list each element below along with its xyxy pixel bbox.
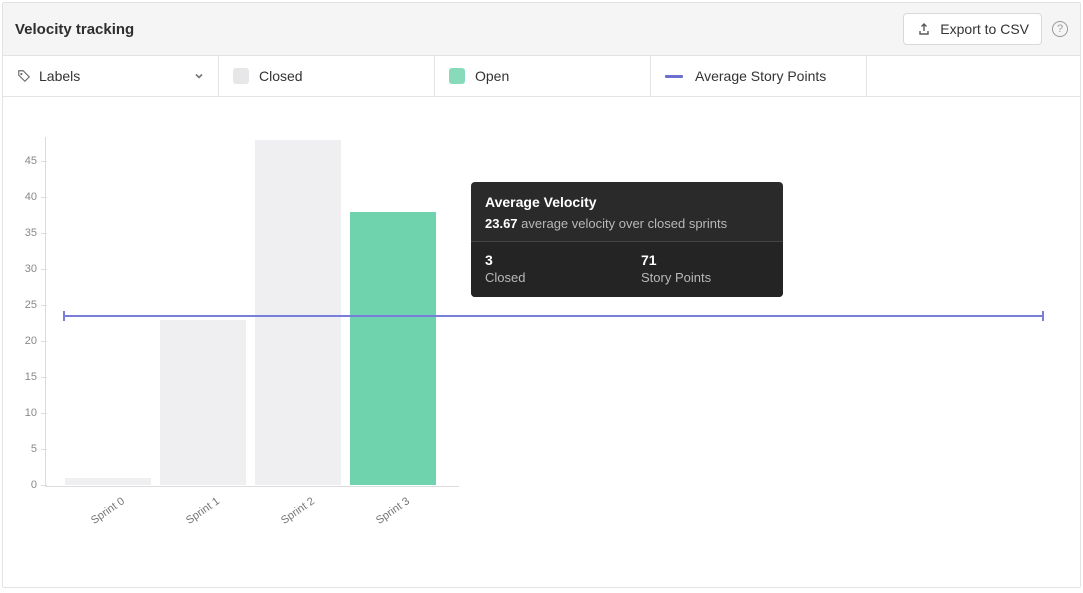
legend-open-label: Open — [475, 68, 509, 84]
y-tick-label: 35 — [25, 227, 37, 239]
y-axis — [45, 137, 46, 485]
header-actions: Export to CSV ? — [903, 13, 1068, 45]
export-csv-button[interactable]: Export to CSV — [903, 13, 1042, 45]
tag-icon — [17, 69, 31, 83]
y-tick-label: 0 — [31, 479, 37, 491]
panel-header: Velocity tracking Export to CSV ? — [3, 3, 1080, 56]
tooltip-right-value: 71 — [641, 252, 769, 268]
tooltip-title: Average Velocity — [485, 194, 769, 210]
y-tick-mark — [41, 377, 47, 378]
chart-area: 0 5 10 15 20 25 30 35 40 45 Sprint 0 Sprint 1 Sprin… — [3, 97, 1080, 587]
y-tick-label: 5 — [31, 443, 37, 455]
labels-filter-label: Labels — [39, 68, 80, 84]
avg-line-cap-left — [63, 311, 65, 321]
tooltip-value: 23.67 — [485, 216, 518, 231]
x-tick-label: Sprint 1 — [184, 495, 222, 527]
y-tick-label: 40 — [25, 191, 37, 203]
y-tick-label: 25 — [25, 299, 37, 311]
bar-closed[interactable] — [65, 478, 151, 485]
y-tick-label: 30 — [25, 263, 37, 275]
chevron-down-icon — [194, 71, 204, 81]
y-tick-mark — [41, 485, 47, 486]
y-tick-mark — [41, 413, 47, 414]
legend-closed-label: Closed — [259, 68, 303, 84]
tooltip-left-label: Closed — [485, 270, 613, 285]
y-tick-mark — [41, 269, 47, 270]
y-tick-label: 15 — [25, 371, 37, 383]
y-tick-mark — [41, 197, 47, 198]
velocity-panel: Velocity tracking Export to CSV ? Labels — [2, 2, 1081, 588]
tooltip-left-value: 3 — [485, 252, 613, 268]
bar-closed[interactable] — [255, 140, 341, 485]
average-line — [63, 315, 1044, 317]
legend-avg-label: Average Story Points — [695, 68, 826, 84]
x-tick-label: Sprint 0 — [89, 495, 127, 527]
legend-avg: Average Story Points — [651, 56, 867, 96]
filter-spacer — [867, 56, 1080, 96]
legend-swatch-closed — [233, 68, 249, 84]
legend-line-avg — [665, 75, 683, 78]
legend-closed: Closed — [219, 56, 435, 96]
y-tick-label: 20 — [25, 335, 37, 347]
x-axis — [45, 486, 459, 487]
y-tick-mark — [41, 449, 47, 450]
x-tick-label: Sprint 2 — [279, 495, 317, 527]
y-tick-mark — [41, 161, 47, 162]
tooltip-right-label: Story Points — [641, 270, 769, 285]
filter-bar: Labels Closed Open Average Story Points — [3, 56, 1080, 97]
y-tick-mark — [41, 305, 47, 306]
x-tick-label: Sprint 3 — [374, 495, 412, 527]
velocity-tooltip: Average Velocity 23.67 average velocity … — [471, 182, 783, 297]
help-icon[interactable]: ? — [1052, 21, 1068, 37]
bar-open[interactable] — [350, 212, 436, 485]
y-tick-mark — [41, 341, 47, 342]
legend-swatch-open — [449, 68, 465, 84]
page-title: Velocity tracking — [15, 21, 134, 38]
export-label: Export to CSV — [940, 21, 1029, 37]
labels-filter[interactable]: Labels — [3, 56, 219, 96]
bar-closed[interactable] — [160, 320, 246, 485]
tooltip-subtitle: average velocity over closed sprints — [521, 216, 727, 231]
y-tick-mark — [41, 233, 47, 234]
y-axis-ticks: 051015202530354045 — [3, 137, 41, 485]
y-tick-label: 10 — [25, 407, 37, 419]
y-tick-label: 45 — [25, 155, 37, 167]
export-icon — [916, 21, 932, 37]
avg-line-cap-right — [1042, 311, 1044, 321]
legend-open: Open — [435, 56, 651, 96]
